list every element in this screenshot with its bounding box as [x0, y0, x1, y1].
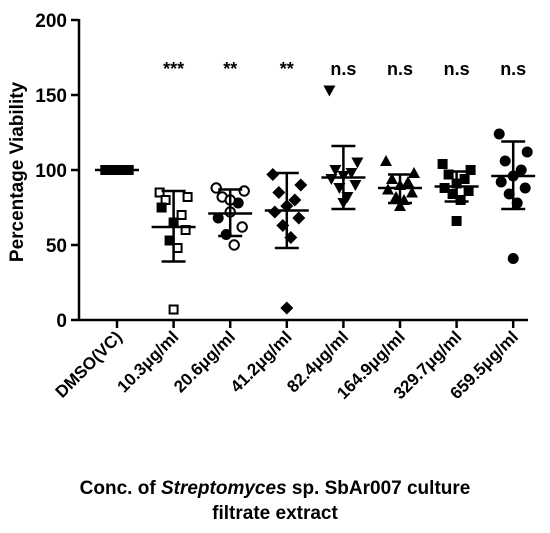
data-point [154, 187, 165, 198]
x-axis-label-line-2: filtrate extract [212, 503, 338, 524]
significance-label: n.s [444, 59, 470, 79]
data-point [294, 178, 308, 192]
y-tick-label: 100 [35, 161, 67, 182]
data-point [406, 186, 418, 198]
y-tick-label: 50 [46, 236, 67, 257]
y-tick-label: 200 [35, 11, 67, 32]
data-point [182, 192, 193, 202]
data-point [521, 146, 533, 158]
x-axis-label-line-1: Conc. of Streptomyces sp. SbAr007 cultur… [0, 476, 550, 501]
significance-label: n.s [387, 59, 413, 79]
x-axis-label-suffix: sp. SbAr007 culture [286, 478, 471, 499]
data-point [507, 253, 519, 264]
data-point [156, 202, 167, 213]
significance-label: ** [280, 59, 294, 79]
significance-label: *** [163, 59, 184, 79]
plot-area: 050100150200DMSO(VC)10.3μg/ml20.6μg/ml41… [35, 11, 536, 403]
data-point [288, 193, 302, 207]
data-point [499, 155, 511, 167]
data-point [437, 159, 448, 169]
data-point [493, 128, 505, 140]
data-point [228, 239, 240, 251]
data-point [402, 176, 414, 187]
data-point [519, 182, 531, 194]
data-point [266, 168, 280, 181]
significance-label: n.s [330, 59, 356, 79]
data-point [238, 185, 250, 197]
data-point [236, 221, 248, 233]
x-axis-label-prefix: Conc. of [79, 478, 161, 499]
data-point [176, 210, 187, 220]
y-tick-label: 0 [56, 311, 67, 332]
y-tick-label: 150 [35, 86, 67, 107]
data-point [455, 195, 466, 205]
x-axis-label: Conc. of Streptomyces sp. SbAr007 cultur… [0, 476, 550, 526]
significance-label: n.s [500, 59, 526, 79]
data-point [443, 169, 454, 180]
data-point [323, 85, 336, 97]
data-point [329, 165, 342, 176]
data-point [447, 189, 458, 199]
data-point [515, 164, 527, 176]
data-point [465, 165, 476, 175]
data-point [272, 186, 286, 199]
data-point [292, 211, 306, 225]
data-point [280, 301, 294, 315]
x-axis-label-genus: Streptomyces [160, 478, 287, 499]
data-point [451, 216, 462, 226]
data-point [408, 167, 420, 178]
significance-label: ** [223, 59, 237, 79]
chart-canvas: Percentage Viability 0 50 100 150 200 DMSO(VC… [7, 11, 536, 403]
data-point [349, 180, 362, 191]
data-point [268, 205, 282, 219]
data-point [394, 200, 406, 211]
data-point [164, 235, 175, 246]
data-point [345, 168, 358, 179]
data-point [210, 182, 222, 194]
data-point [168, 304, 179, 315]
data-point [351, 157, 364, 169]
x-tick-label: DMSO(VC) [52, 327, 126, 401]
data-point [386, 173, 398, 184]
y-axis-label: Percentage Viability [7, 81, 28, 262]
data-point [495, 176, 507, 188]
data-point [380, 155, 392, 166]
data-point [463, 186, 474, 196]
data-point [439, 183, 450, 193]
data-point [459, 174, 470, 184]
data-point [212, 212, 224, 224]
